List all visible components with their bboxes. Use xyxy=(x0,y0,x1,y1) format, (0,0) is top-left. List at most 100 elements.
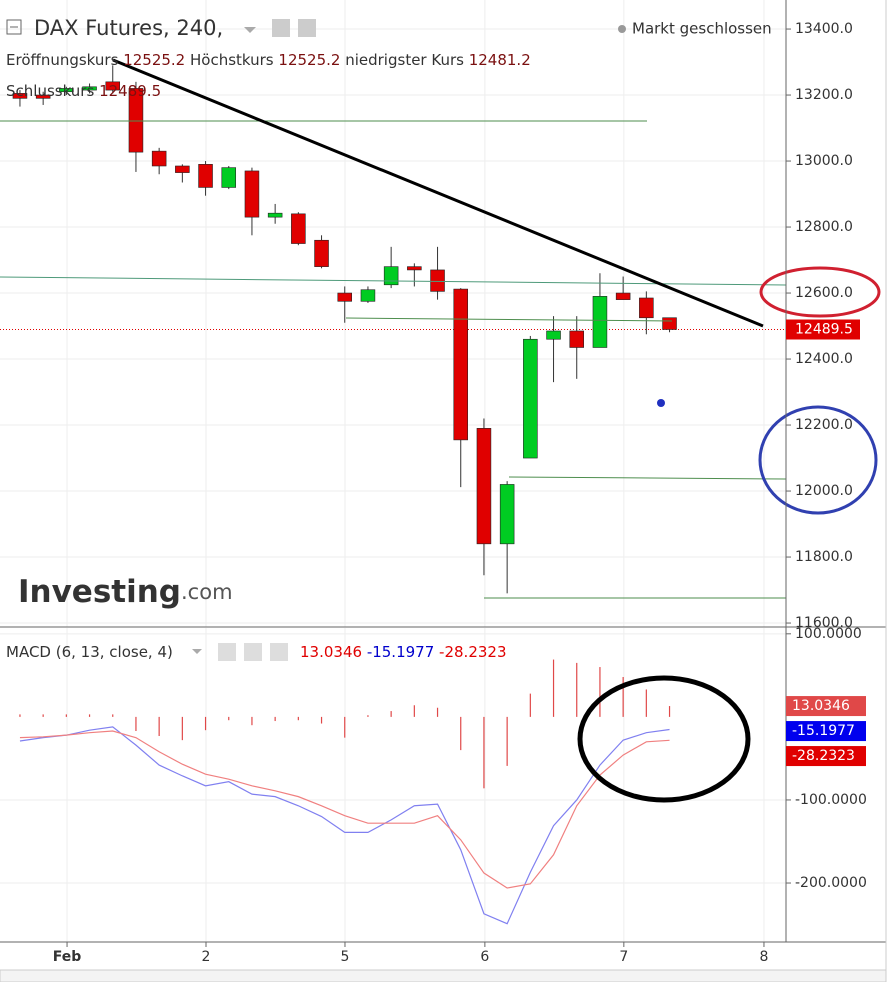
candle-body xyxy=(546,330,561,340)
grid xyxy=(0,0,786,942)
icon xyxy=(6,19,22,35)
icon xyxy=(270,643,288,661)
logo-text: Investing xyxy=(18,574,181,610)
label: niedrigster Kurs xyxy=(345,51,464,69)
icon xyxy=(272,19,290,37)
x-tick-label: 7 xyxy=(619,949,628,965)
candle-body xyxy=(430,269,445,292)
ohlc-legend: Schlusskurs 12489.5 xyxy=(6,82,161,100)
y-tick-label: 100.0000 xyxy=(795,626,862,642)
candle-body xyxy=(59,88,74,93)
candle-body xyxy=(35,94,51,99)
candle-body xyxy=(12,93,28,99)
marks xyxy=(12,65,677,925)
macd-line xyxy=(19,730,670,889)
logo-suffix: .com xyxy=(181,580,233,604)
candle-body xyxy=(476,428,492,545)
candle-body xyxy=(198,164,213,188)
candle-body xyxy=(453,288,469,441)
macd-legend: MACD (6, 13, close, 4) xyxy=(6,643,173,661)
candle-body xyxy=(175,165,190,173)
y-tick-label: 12200.0 xyxy=(795,417,853,433)
macd-line xyxy=(19,726,670,925)
dot xyxy=(657,399,665,407)
candle-body xyxy=(105,81,121,91)
candle-body xyxy=(82,86,97,91)
candle-body xyxy=(291,213,306,244)
candle-body xyxy=(267,212,283,218)
candle-body xyxy=(499,484,515,545)
candle-body xyxy=(592,296,608,348)
title: DAX Futures, 240, xyxy=(34,16,223,40)
value: 13.0346 xyxy=(300,643,362,661)
drawn-line xyxy=(508,476,787,480)
icon xyxy=(244,643,262,661)
candle-body xyxy=(337,292,353,302)
candle-body xyxy=(314,239,329,267)
last-price-label: 12489.5 xyxy=(795,322,853,338)
bottom-bar xyxy=(0,969,887,982)
candle-body xyxy=(244,170,260,218)
status-dot xyxy=(618,25,626,33)
candle-body xyxy=(569,330,585,348)
candle-body xyxy=(151,150,167,167)
candle-body xyxy=(383,266,399,286)
drawn-line xyxy=(0,276,787,286)
x-tick-label: 8 xyxy=(759,949,768,965)
candle-body xyxy=(360,289,376,302)
last-value-box xyxy=(786,746,866,767)
value: 12489.5 xyxy=(99,82,161,100)
value: -15.1977 xyxy=(367,643,434,661)
trend-line xyxy=(112,58,764,328)
candle-body xyxy=(523,338,538,459)
icon xyxy=(218,643,236,661)
last-value-box xyxy=(786,721,866,742)
label: Schlusskurs xyxy=(6,82,94,100)
x-tick-label: 2 xyxy=(202,949,211,965)
candle-body xyxy=(615,292,631,300)
macd-values: 13.0346 -15.1977 -28.2323 xyxy=(300,643,507,661)
ellipse xyxy=(577,675,751,803)
y-tick-label: 13200.0 xyxy=(795,87,853,103)
candle-body xyxy=(662,317,677,330)
y-tick-label: -100.0000 xyxy=(795,792,867,808)
last-value-label: -28.2323 xyxy=(792,748,855,764)
candle-body xyxy=(639,297,654,319)
x-tick-label: Feb xyxy=(53,949,82,965)
value: -28.2323 xyxy=(439,643,506,661)
y-tick-label: 12400.0 xyxy=(795,351,853,367)
y-tick-label: 11800.0 xyxy=(795,549,853,565)
status: Markt geschlossen xyxy=(632,20,772,38)
y-tick-label: -200.0000 xyxy=(795,875,867,891)
icon xyxy=(298,19,316,37)
icon xyxy=(244,27,256,33)
label: Eröffnungskurs xyxy=(6,51,119,69)
value: 12525.2 xyxy=(278,51,340,69)
label: Höchstkurs xyxy=(190,51,274,69)
candle-body xyxy=(407,266,422,271)
last-value-box xyxy=(786,696,866,717)
candle-body xyxy=(128,88,144,153)
value: 12525.2 xyxy=(123,51,185,69)
candle-body xyxy=(221,167,237,188)
value: 12481.2 xyxy=(469,51,531,69)
y-tick-label: 13400.0 xyxy=(795,21,853,37)
ohlc-legend: Eröffnungskurs 12525.2 Höchstkurs 12525.… xyxy=(6,51,531,69)
y-tick-label: 13000.0 xyxy=(795,153,853,169)
ellipse xyxy=(758,405,878,515)
y-tick-label: 12000.0 xyxy=(795,483,853,499)
y-tick-label: 11600.0 xyxy=(795,615,853,631)
drawn-line xyxy=(345,317,673,322)
ellipse xyxy=(759,266,881,318)
x-tick-label: 5 xyxy=(341,949,350,965)
label: MACD (6, 13, close, 4) xyxy=(6,643,173,661)
last-value-label: 13.0346 xyxy=(792,698,850,714)
icon xyxy=(192,649,202,654)
last-value-label: -15.1977 xyxy=(792,723,855,739)
last-price-box xyxy=(786,319,860,340)
y-tick-label: 12800.0 xyxy=(795,219,853,235)
logo: Investing.com xyxy=(18,574,233,610)
y-tick-label: 12600.0 xyxy=(795,285,853,301)
x-tick-label: 6 xyxy=(480,949,489,965)
